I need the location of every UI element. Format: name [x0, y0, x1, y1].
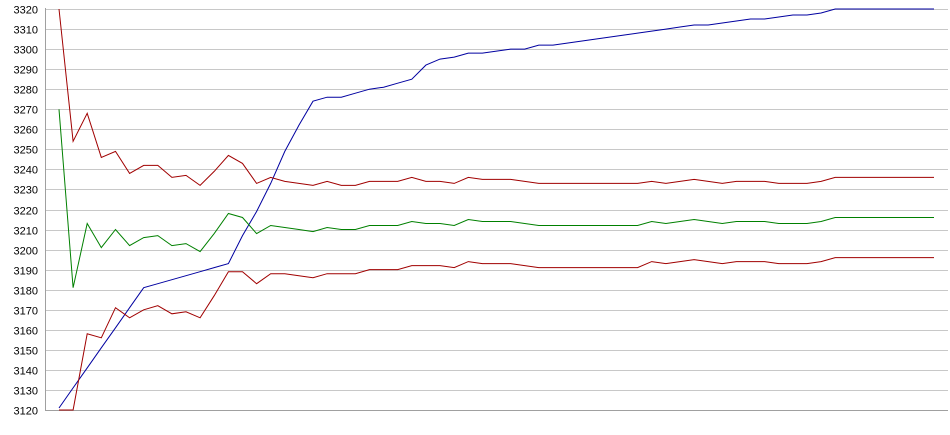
y-tick-label: 3310	[14, 25, 38, 37]
series-line-2	[58, 8, 934, 187]
y-tick-label: 3270	[14, 105, 38, 117]
y-tick-label: 3200	[14, 246, 38, 258]
y-tick-label: 3120	[14, 406, 38, 418]
series-line-4	[59, 257, 934, 411]
y-tick-label: 3180	[14, 286, 38, 298]
y-tick-label: 3190	[14, 266, 38, 278]
series-lines	[58, 8, 934, 411]
y-tick-label: 3250	[14, 145, 38, 157]
y-tick-label: 3300	[14, 45, 38, 57]
y-tick-label: 3320	[14, 5, 38, 17]
y-tick-label: 3230	[14, 185, 38, 197]
series-line-3	[58, 109, 934, 288]
series-line-1	[58, 8, 934, 409]
y-tick-label: 3150	[14, 346, 38, 358]
y-axis-tick-labels: 3120 3130 3140 3150 3160 3170 3180 3190 3200 3210…	[14, 5, 38, 418]
y-tick-label: 3170	[14, 306, 38, 318]
y-tick-label: 3130	[14, 386, 38, 398]
y-tick-label: 3260	[14, 125, 38, 137]
y-tick-label: 3160	[14, 326, 38, 338]
gridlines	[45, 9, 948, 411]
y-tick-label: 3220	[14, 206, 38, 218]
y-tick-label: 3290	[14, 65, 38, 77]
y-tick-label: 3210	[14, 226, 38, 238]
y-tick-label: 3240	[14, 165, 38, 177]
y-tick-label: 3140	[14, 366, 38, 378]
y-tick-label: 3280	[14, 85, 38, 97]
